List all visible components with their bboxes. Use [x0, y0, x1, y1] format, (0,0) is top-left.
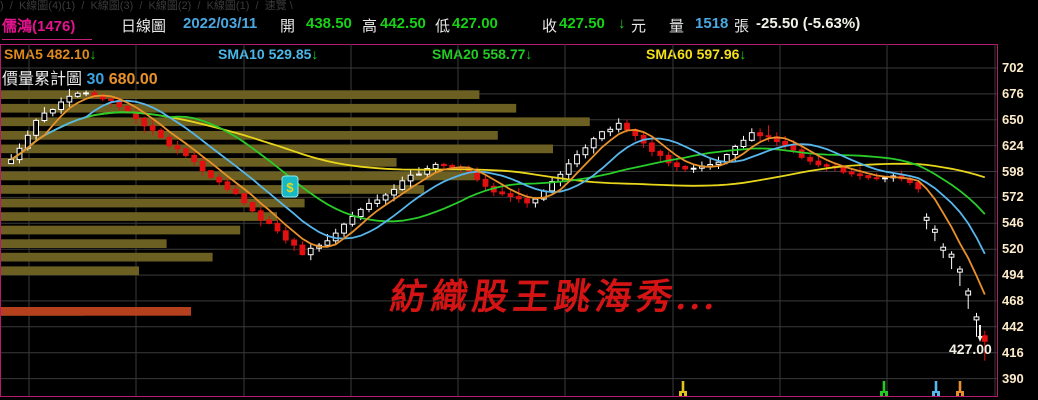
svg-text:$: $: [286, 180, 294, 195]
